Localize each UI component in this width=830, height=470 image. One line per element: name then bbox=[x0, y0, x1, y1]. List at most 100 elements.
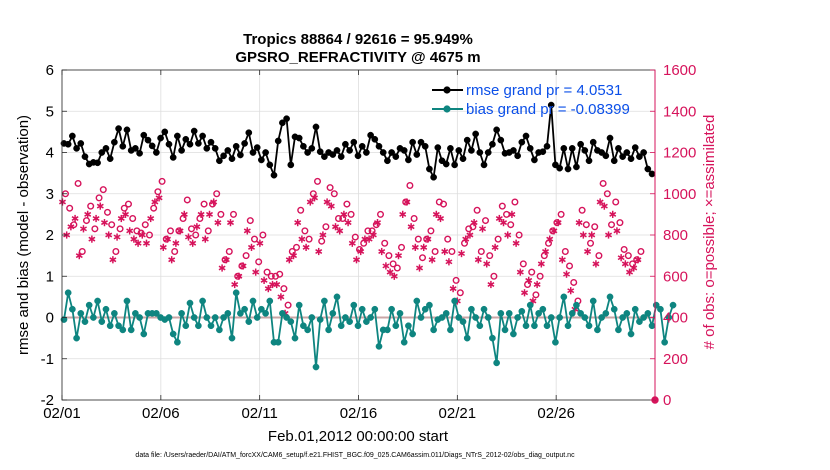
assimilated-obs-point bbox=[126, 227, 134, 235]
rmse-point bbox=[321, 153, 328, 160]
y-tick-right-label: 1000 bbox=[663, 186, 696, 203]
bias-point bbox=[77, 310, 85, 317]
assimilated-obs-point bbox=[542, 247, 550, 256]
possible-obs-point bbox=[578, 206, 586, 214]
rmse-point bbox=[98, 149, 106, 156]
possible-obs-point bbox=[612, 198, 620, 206]
bias-point bbox=[211, 314, 219, 321]
rmse-point bbox=[136, 149, 143, 157]
assimilated-obs-point bbox=[630, 264, 638, 272]
bias-point bbox=[363, 318, 370, 325]
bias-point bbox=[409, 330, 416, 338]
bias-point bbox=[220, 314, 227, 321]
assimilated-obs-point bbox=[558, 256, 566, 264]
possible-obs-point bbox=[347, 210, 355, 218]
assimilated-obs-point bbox=[491, 243, 499, 251]
rmse-point bbox=[115, 125, 122, 132]
possible-obs-point bbox=[507, 221, 515, 229]
bias-point bbox=[115, 322, 122, 330]
rmse-point bbox=[283, 115, 290, 123]
assimilated-obs-point bbox=[575, 219, 583, 227]
possible-obs-point bbox=[259, 231, 267, 239]
rmse-point bbox=[237, 151, 244, 159]
y-tick-right-label: 1400 bbox=[663, 103, 696, 120]
bias-point bbox=[598, 314, 605, 321]
rmse-point bbox=[459, 155, 467, 163]
rmse-point bbox=[573, 163, 580, 171]
assimilated-obs-point bbox=[79, 225, 87, 233]
y-tick-left-label: 3 bbox=[46, 186, 54, 203]
rmse-point bbox=[140, 131, 148, 139]
rmse-series bbox=[60, 101, 656, 181]
assimilated-obs-point bbox=[163, 235, 171, 243]
rmse-point bbox=[547, 101, 555, 109]
rmse-point bbox=[417, 138, 425, 146]
bias-point bbox=[518, 307, 526, 315]
assimilated-obs-point bbox=[290, 252, 297, 260]
rmse-point bbox=[300, 142, 307, 150]
rmse-point bbox=[199, 132, 206, 140]
assimilated-obs-point bbox=[340, 210, 348, 218]
bias-point bbox=[669, 301, 677, 309]
assimilated-obs-point bbox=[546, 235, 554, 243]
bias-point bbox=[333, 293, 341, 301]
rmse-point bbox=[577, 140, 584, 148]
assimilated-obs-point bbox=[67, 223, 75, 231]
rmse-point bbox=[94, 159, 101, 167]
possible-obs-point bbox=[494, 235, 502, 243]
bias-point bbox=[81, 318, 89, 325]
assimilated-obs-point bbox=[151, 198, 159, 206]
possible-obs-point bbox=[599, 179, 607, 187]
rmse-point bbox=[102, 145, 110, 152]
assimilated-obs-point bbox=[121, 210, 129, 218]
rmse-point bbox=[619, 153, 626, 160]
assimilated-obs-point bbox=[277, 293, 285, 301]
rmse-point bbox=[480, 161, 488, 169]
rmse-point bbox=[329, 151, 337, 158]
rmse-point bbox=[560, 145, 568, 152]
assimilated-obs-point bbox=[441, 247, 449, 256]
bias-point bbox=[392, 322, 400, 330]
rmse-point bbox=[514, 152, 521, 160]
possible-obs-point bbox=[326, 184, 334, 192]
rmse-point bbox=[568, 145, 576, 152]
assimilated-obs-point bbox=[222, 256, 230, 264]
possible-obs-point bbox=[145, 231, 153, 239]
bias-point bbox=[106, 322, 114, 330]
bias-point bbox=[182, 322, 190, 330]
assimilated-obs-point bbox=[512, 239, 520, 247]
possible-obs-point bbox=[175, 227, 183, 235]
bias-point bbox=[581, 314, 589, 321]
bias-point bbox=[648, 322, 656, 330]
possible-obs-point bbox=[440, 200, 448, 208]
assimilated-obs-point bbox=[554, 219, 562, 227]
possible-obs-point bbox=[318, 237, 326, 245]
assimilated-obs-point bbox=[596, 198, 604, 206]
rmse-point bbox=[388, 149, 395, 156]
assimilated-obs-point bbox=[390, 272, 398, 280]
bias-point bbox=[249, 297, 257, 305]
rmse-point bbox=[123, 126, 131, 134]
bias-point bbox=[468, 305, 475, 313]
rmse-point bbox=[640, 149, 647, 156]
y-tick-left-label: 5 bbox=[46, 103, 54, 120]
bias-point bbox=[426, 301, 433, 309]
assimilated-obs-point bbox=[168, 256, 176, 264]
possible-obs-point bbox=[608, 221, 616, 229]
possible-obs-point bbox=[515, 231, 523, 239]
rmse-point bbox=[556, 164, 563, 172]
bias-point bbox=[396, 310, 404, 317]
rmse-point bbox=[434, 144, 442, 151]
possible-obs-point bbox=[616, 219, 624, 227]
assimilated-obs-point bbox=[264, 285, 272, 293]
bias-point bbox=[119, 326, 127, 334]
possible-obs-point bbox=[82, 217, 90, 225]
assimilated-obs-point bbox=[487, 280, 495, 289]
bias-point bbox=[535, 310, 542, 317]
assimilated-obs-point bbox=[416, 264, 424, 272]
bias-point bbox=[237, 310, 244, 317]
bias-point bbox=[438, 314, 446, 321]
possible-obs-point bbox=[456, 289, 464, 297]
bias-point bbox=[388, 305, 395, 313]
